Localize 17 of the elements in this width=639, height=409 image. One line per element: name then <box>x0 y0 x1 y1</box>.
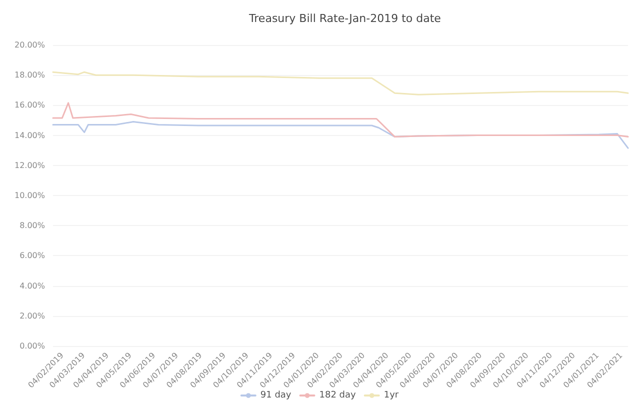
y-tick-label: 20.00% <box>14 40 46 50</box>
legend-label: 1yr <box>384 390 399 400</box>
y-tick-label: 10.00% <box>14 191 46 200</box>
y-tick-label: 18.00% <box>14 70 46 80</box>
y-tick-label: 4.00% <box>20 281 46 290</box>
y-tick-label: 8.00% <box>20 221 46 230</box>
line-series <box>52 71 629 96</box>
y-tick-label: 6.00% <box>20 251 46 260</box>
y-tick-label: 2.00% <box>20 311 46 320</box>
chart-title: Treasury Bill Rate-Jan-2019 to date <box>248 12 442 25</box>
y-tick-label: 16.00% <box>14 100 46 110</box>
y-tick-label: 0.00% <box>20 342 46 350</box>
line-series <box>52 102 629 138</box>
y-tick-label: 14.00% <box>14 130 46 140</box>
legend-label: 91 day <box>260 390 292 400</box>
legend-label: 182 day <box>319 390 357 400</box>
y-tick-label: 12.00% <box>14 160 46 170</box>
